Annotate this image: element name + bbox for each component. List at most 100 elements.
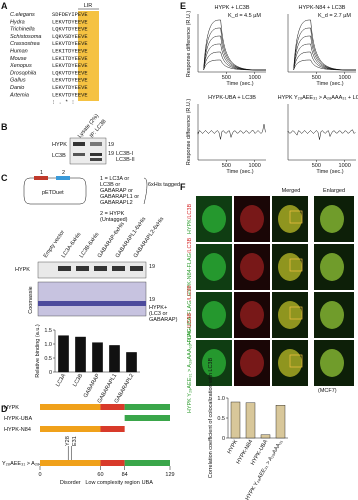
band xyxy=(58,266,71,271)
complex-label: GABARAP) xyxy=(149,317,178,323)
conservation: : . * : xyxy=(52,100,75,106)
construct-label: HYPK xyxy=(4,405,19,411)
domain xyxy=(100,404,125,410)
legend-text: GABARAPL2 xyxy=(100,200,133,206)
tag-label: 6xHis tagged xyxy=(148,182,180,188)
cell xyxy=(320,253,344,281)
bar xyxy=(230,401,241,439)
species: Crassostrea xyxy=(10,41,40,47)
sequence: LEKVTDYEEVE xyxy=(52,85,88,91)
panel-letter: C xyxy=(1,173,8,183)
band-label: LC3B-I xyxy=(116,151,134,157)
species: Drosophila xyxy=(10,70,36,76)
site xyxy=(56,176,70,180)
column-header: Merged xyxy=(282,188,301,194)
x-tick-label: 500 xyxy=(222,75,231,81)
bar xyxy=(275,405,286,439)
legend-text: 2 = HYPK xyxy=(100,211,125,217)
row-label: HYPK-UBA-FLAG/LC3B xyxy=(187,285,193,345)
panel-letter: B xyxy=(1,122,8,132)
sequence: LEKITDYEEVE xyxy=(52,56,88,62)
cell xyxy=(320,205,344,233)
axes xyxy=(197,104,266,161)
panel-letter: F xyxy=(180,182,186,192)
legend-text: (Untagged) xyxy=(100,217,128,223)
bar xyxy=(75,336,86,373)
construct-label: HYPK-UBA xyxy=(4,416,32,422)
zoom-box xyxy=(289,306,303,320)
cell xyxy=(202,205,226,233)
bar xyxy=(109,345,120,373)
sensorgram xyxy=(203,59,267,71)
sensorgram xyxy=(197,124,266,140)
sequence: LEKVTDYEEVE xyxy=(52,41,88,47)
legend-text: LC3B or xyxy=(100,182,120,188)
y-tick-label: 1.0 xyxy=(44,342,52,348)
y-axis-label: Response difference (R.U.) xyxy=(186,11,192,78)
residue-label: 60 xyxy=(97,472,103,478)
species: Schistosoma xyxy=(10,34,42,40)
region-label: Disorder xyxy=(60,480,81,486)
plot-title: HYPK-UBA + LC3B xyxy=(208,95,256,101)
row-label: Coomassie xyxy=(28,286,34,314)
construct-label: Y₂₈AEE₃₁ > A₂₈AAA₃₁ xyxy=(2,461,54,467)
complex-label: (LC3 or xyxy=(149,311,168,317)
marker: 19 xyxy=(149,264,155,270)
marker: 19 xyxy=(108,151,114,157)
region-label: UBA xyxy=(142,480,154,486)
species: Danio xyxy=(10,85,24,91)
species: Artemia xyxy=(9,92,29,98)
cell xyxy=(240,349,264,377)
band xyxy=(73,153,85,156)
band xyxy=(90,142,102,146)
bar xyxy=(260,434,271,439)
row-partner: /LC3B xyxy=(187,237,193,253)
legend-text: GABARAP or xyxy=(100,188,133,194)
x-tick-label: 1000 xyxy=(339,75,351,81)
species: Trichinella xyxy=(10,27,35,33)
row-label: HYPK-N84-FLAG/LC3B xyxy=(187,237,193,296)
sensorgram xyxy=(203,43,267,71)
motif-label: LIR xyxy=(84,3,93,9)
domain xyxy=(40,426,101,432)
cell xyxy=(240,205,264,233)
y-axis-label: Relative binding (a.u.) xyxy=(35,324,41,378)
domain xyxy=(100,460,125,466)
sensorgram xyxy=(203,35,267,71)
row-name: HYPK xyxy=(187,219,193,234)
kd-label: K_d = 2.7 µM xyxy=(318,13,351,19)
zoom-box xyxy=(289,354,303,368)
plot-title: HYPK Y₂₈AEE₃₁ > A₂₈AAA₃₁ + LC3B xyxy=(278,95,358,101)
cell xyxy=(320,349,344,377)
blot xyxy=(37,261,147,279)
x-tick-label: 1000 xyxy=(249,163,261,169)
sensorgram xyxy=(203,27,267,71)
species: Human xyxy=(10,49,28,55)
x-tick-label: 500 xyxy=(222,163,231,169)
row-name: HYPK-UBA-FLAG xyxy=(187,300,193,344)
bar xyxy=(245,402,256,439)
plasmid-label: pETDuet xyxy=(42,190,64,196)
x-tick-label: 1000 xyxy=(249,75,261,81)
cell xyxy=(240,253,264,281)
domain xyxy=(124,415,170,421)
row-name: HYPK-N84-FLAG xyxy=(187,253,193,296)
band xyxy=(76,266,89,271)
row-label: LC3B xyxy=(52,153,66,159)
legend-text: 1 = LC3A or xyxy=(100,176,129,182)
band xyxy=(112,266,125,271)
sensorgram xyxy=(293,19,357,71)
sequence: LEKVTDYEEVE xyxy=(52,19,88,25)
sequence: LQKVTDYEEVE xyxy=(52,27,88,33)
y-tick-label: 1.0 xyxy=(217,396,225,402)
panel-letter: D xyxy=(1,404,8,414)
domain xyxy=(100,426,125,432)
band xyxy=(130,266,143,271)
lir-highlight xyxy=(78,11,99,101)
species: Xenopus xyxy=(9,63,32,69)
row-partner: /LC3B xyxy=(187,285,193,301)
cell-line: (MCF7) xyxy=(318,388,337,394)
y-tick-label: 0.5 xyxy=(217,416,225,422)
cell xyxy=(320,301,344,329)
